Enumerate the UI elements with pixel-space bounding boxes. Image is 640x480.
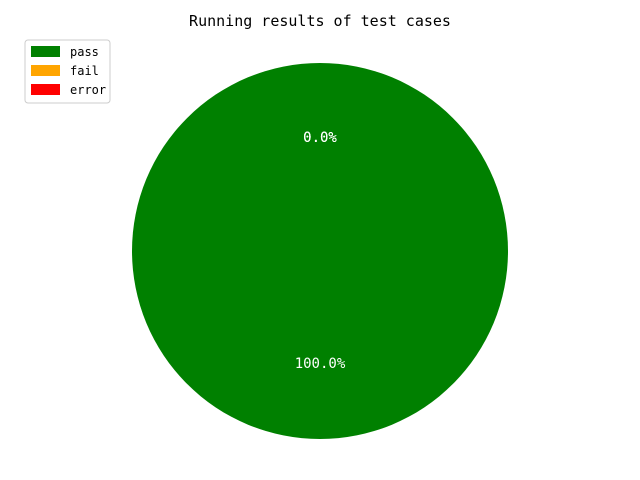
legend: pass fail error xyxy=(24,39,111,104)
legend-label-error: error xyxy=(70,83,106,97)
legend-swatch-pass xyxy=(31,46,60,57)
chart-title: Running results of test cases xyxy=(189,12,451,30)
legend-label-fail: fail xyxy=(70,64,99,78)
pie-slices xyxy=(132,63,508,439)
percent-label-error: 0.0% xyxy=(303,130,337,146)
pie-slice-pass xyxy=(132,63,508,439)
pie-percent-labels: 100.0%0.0%0.0% xyxy=(295,130,346,372)
percent-label-pass: 100.0% xyxy=(295,356,346,372)
legend-label-pass: pass xyxy=(70,45,99,59)
percent-label-fail: 0.0% xyxy=(303,130,337,146)
legend-swatch-fail xyxy=(31,65,60,76)
legend-swatch-error xyxy=(31,84,60,95)
